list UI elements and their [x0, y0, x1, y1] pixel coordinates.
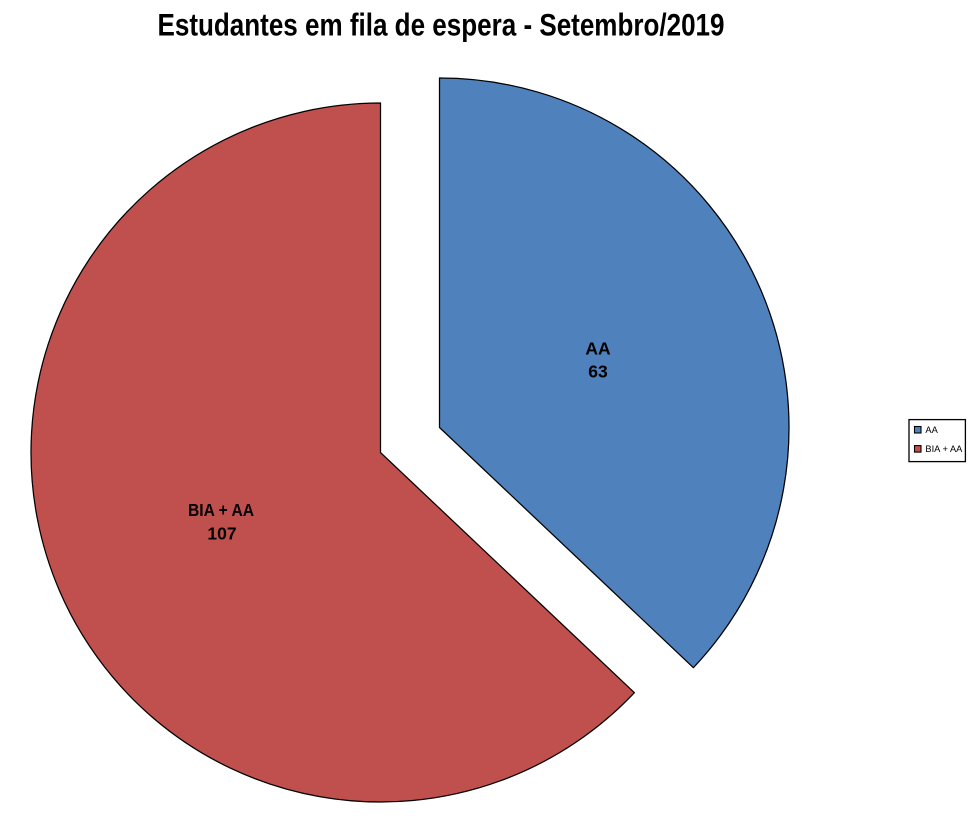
svg-text:63: 63 [588, 362, 608, 382]
svg-text:BIA + AA: BIA + AA [188, 500, 254, 520]
svg-text:107: 107 [207, 524, 236, 544]
svg-text:BIA + AA: BIA + AA [925, 444, 963, 454]
svg-text:AA: AA [585, 338, 611, 358]
svg-text:Estudantes em fila de espera -: Estudantes em fila de espera - Setembro/… [158, 7, 725, 43]
svg-text:AA: AA [925, 425, 938, 435]
